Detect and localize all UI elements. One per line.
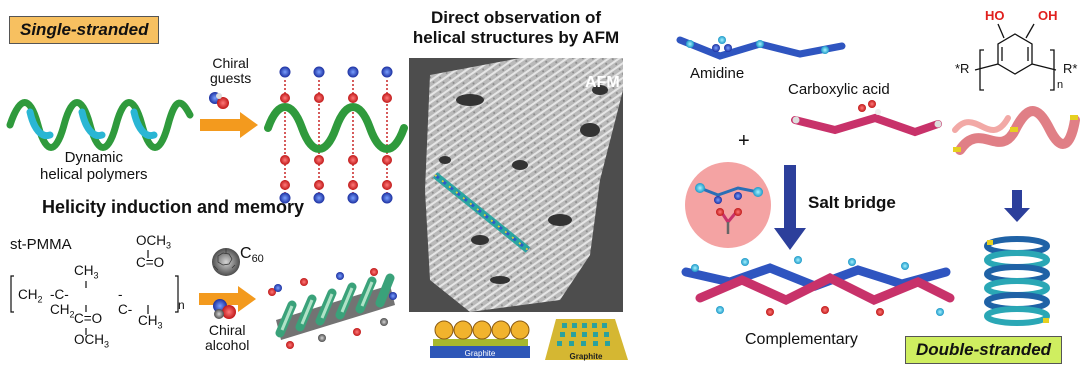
- c60-fullerene: [212, 248, 240, 276]
- graphite-left-diagram: [430, 320, 530, 358]
- arrow-helicity-induction: [200, 112, 258, 138]
- och3-top: OCH3: [136, 233, 172, 251]
- chiral-guests-line1: Chiral: [212, 55, 249, 71]
- ch3-left: CH3: [74, 263, 99, 281]
- afm-title-line2: helical structures by AFM: [412, 28, 620, 48]
- amidine-label: Amidine: [690, 65, 745, 82]
- ho-label: HO: [985, 8, 1005, 23]
- salt-bridge-label: Salt bridge: [808, 193, 896, 212]
- co-top: C=O: [136, 255, 165, 270]
- salt-bridge-circle: [685, 162, 771, 248]
- och3-bottom: OCH3: [74, 332, 110, 350]
- afm-image-label: AFM: [585, 74, 620, 91]
- amidine-strand: [676, 36, 846, 60]
- hydroquinone-structure: [974, 23, 1057, 91]
- c60-sub: 60: [251, 253, 264, 266]
- chiral-guests-label: Chiral guests: [210, 55, 252, 87]
- chiral-guest-molecule: [209, 92, 229, 109]
- carboxylic-label: Carboxylic acid: [788, 81, 890, 98]
- afm-title-line1: Direct observation of: [430, 8, 602, 27]
- pmma-label: st-PMMA: [10, 236, 72, 253]
- backbone-ch2: CH2: [18, 287, 43, 305]
- chiral-alcohol-line1: Chiral: [208, 322, 246, 338]
- arrow-pmma: [199, 286, 256, 312]
- double-helix-coil: [984, 236, 1050, 326]
- c60-text: C: [240, 245, 252, 262]
- chiral-alcohol-label: Chiral alcohol: [205, 322, 250, 354]
- n-label: n: [1057, 79, 1064, 91]
- carboxylic-strand: [791, 100, 942, 137]
- complementary-duplex: [681, 256, 955, 316]
- induced-helix: [264, 66, 408, 204]
- pmma-helix-c60: [268, 268, 397, 349]
- arrow-salt-bridge: [774, 165, 806, 250]
- arrow-double-helix: [1004, 190, 1030, 222]
- dynamic-helical-polymer: [6, 99, 194, 151]
- c60-label: C60: [240, 245, 264, 265]
- graphite-right-diagram: [545, 319, 628, 360]
- backbone-c-left: -C-CH2: [50, 287, 75, 320]
- ch3-right: CH3: [138, 313, 163, 331]
- chiral-alcohol-molecule: [213, 299, 236, 319]
- afm-image: [409, 58, 623, 312]
- backbone-c-right: -C-: [118, 287, 133, 317]
- plus-sign: +: [738, 130, 750, 152]
- co-bottom: C=O: [74, 311, 103, 326]
- r-right-label: R*: [1063, 61, 1078, 76]
- complementary-label: Complementary: [745, 331, 858, 348]
- helicity-title: Helicity induction and memory: [42, 197, 305, 217]
- chiral-alcohol-line2: alcohol: [205, 337, 250, 354]
- dynamic-polymers-label: Dynamic helical polymers: [40, 149, 148, 183]
- pmma-formula-bonds: [10, 250, 179, 335]
- graphite-left-label: Graphite: [465, 349, 496, 358]
- double-stranded-tag: Double-stranded: [905, 336, 1063, 364]
- oh-label: OH: [1038, 8, 1058, 23]
- single-stranded-tag: Single-stranded: [9, 16, 160, 44]
- afm-title: Direct observation of helical structures…: [400, 8, 632, 49]
- graphite-right-label: Graphite: [570, 352, 603, 361]
- r-left-label: *R: [955, 61, 970, 76]
- chiral-guests-line2: guests: [210, 70, 252, 87]
- dynamic-polymers-line2: helical polymers: [40, 165, 148, 183]
- pink-twisted-strands: [952, 106, 1080, 155]
- formula-n: n: [178, 298, 185, 312]
- dynamic-polymers-line1: Dynamic: [64, 149, 123, 166]
